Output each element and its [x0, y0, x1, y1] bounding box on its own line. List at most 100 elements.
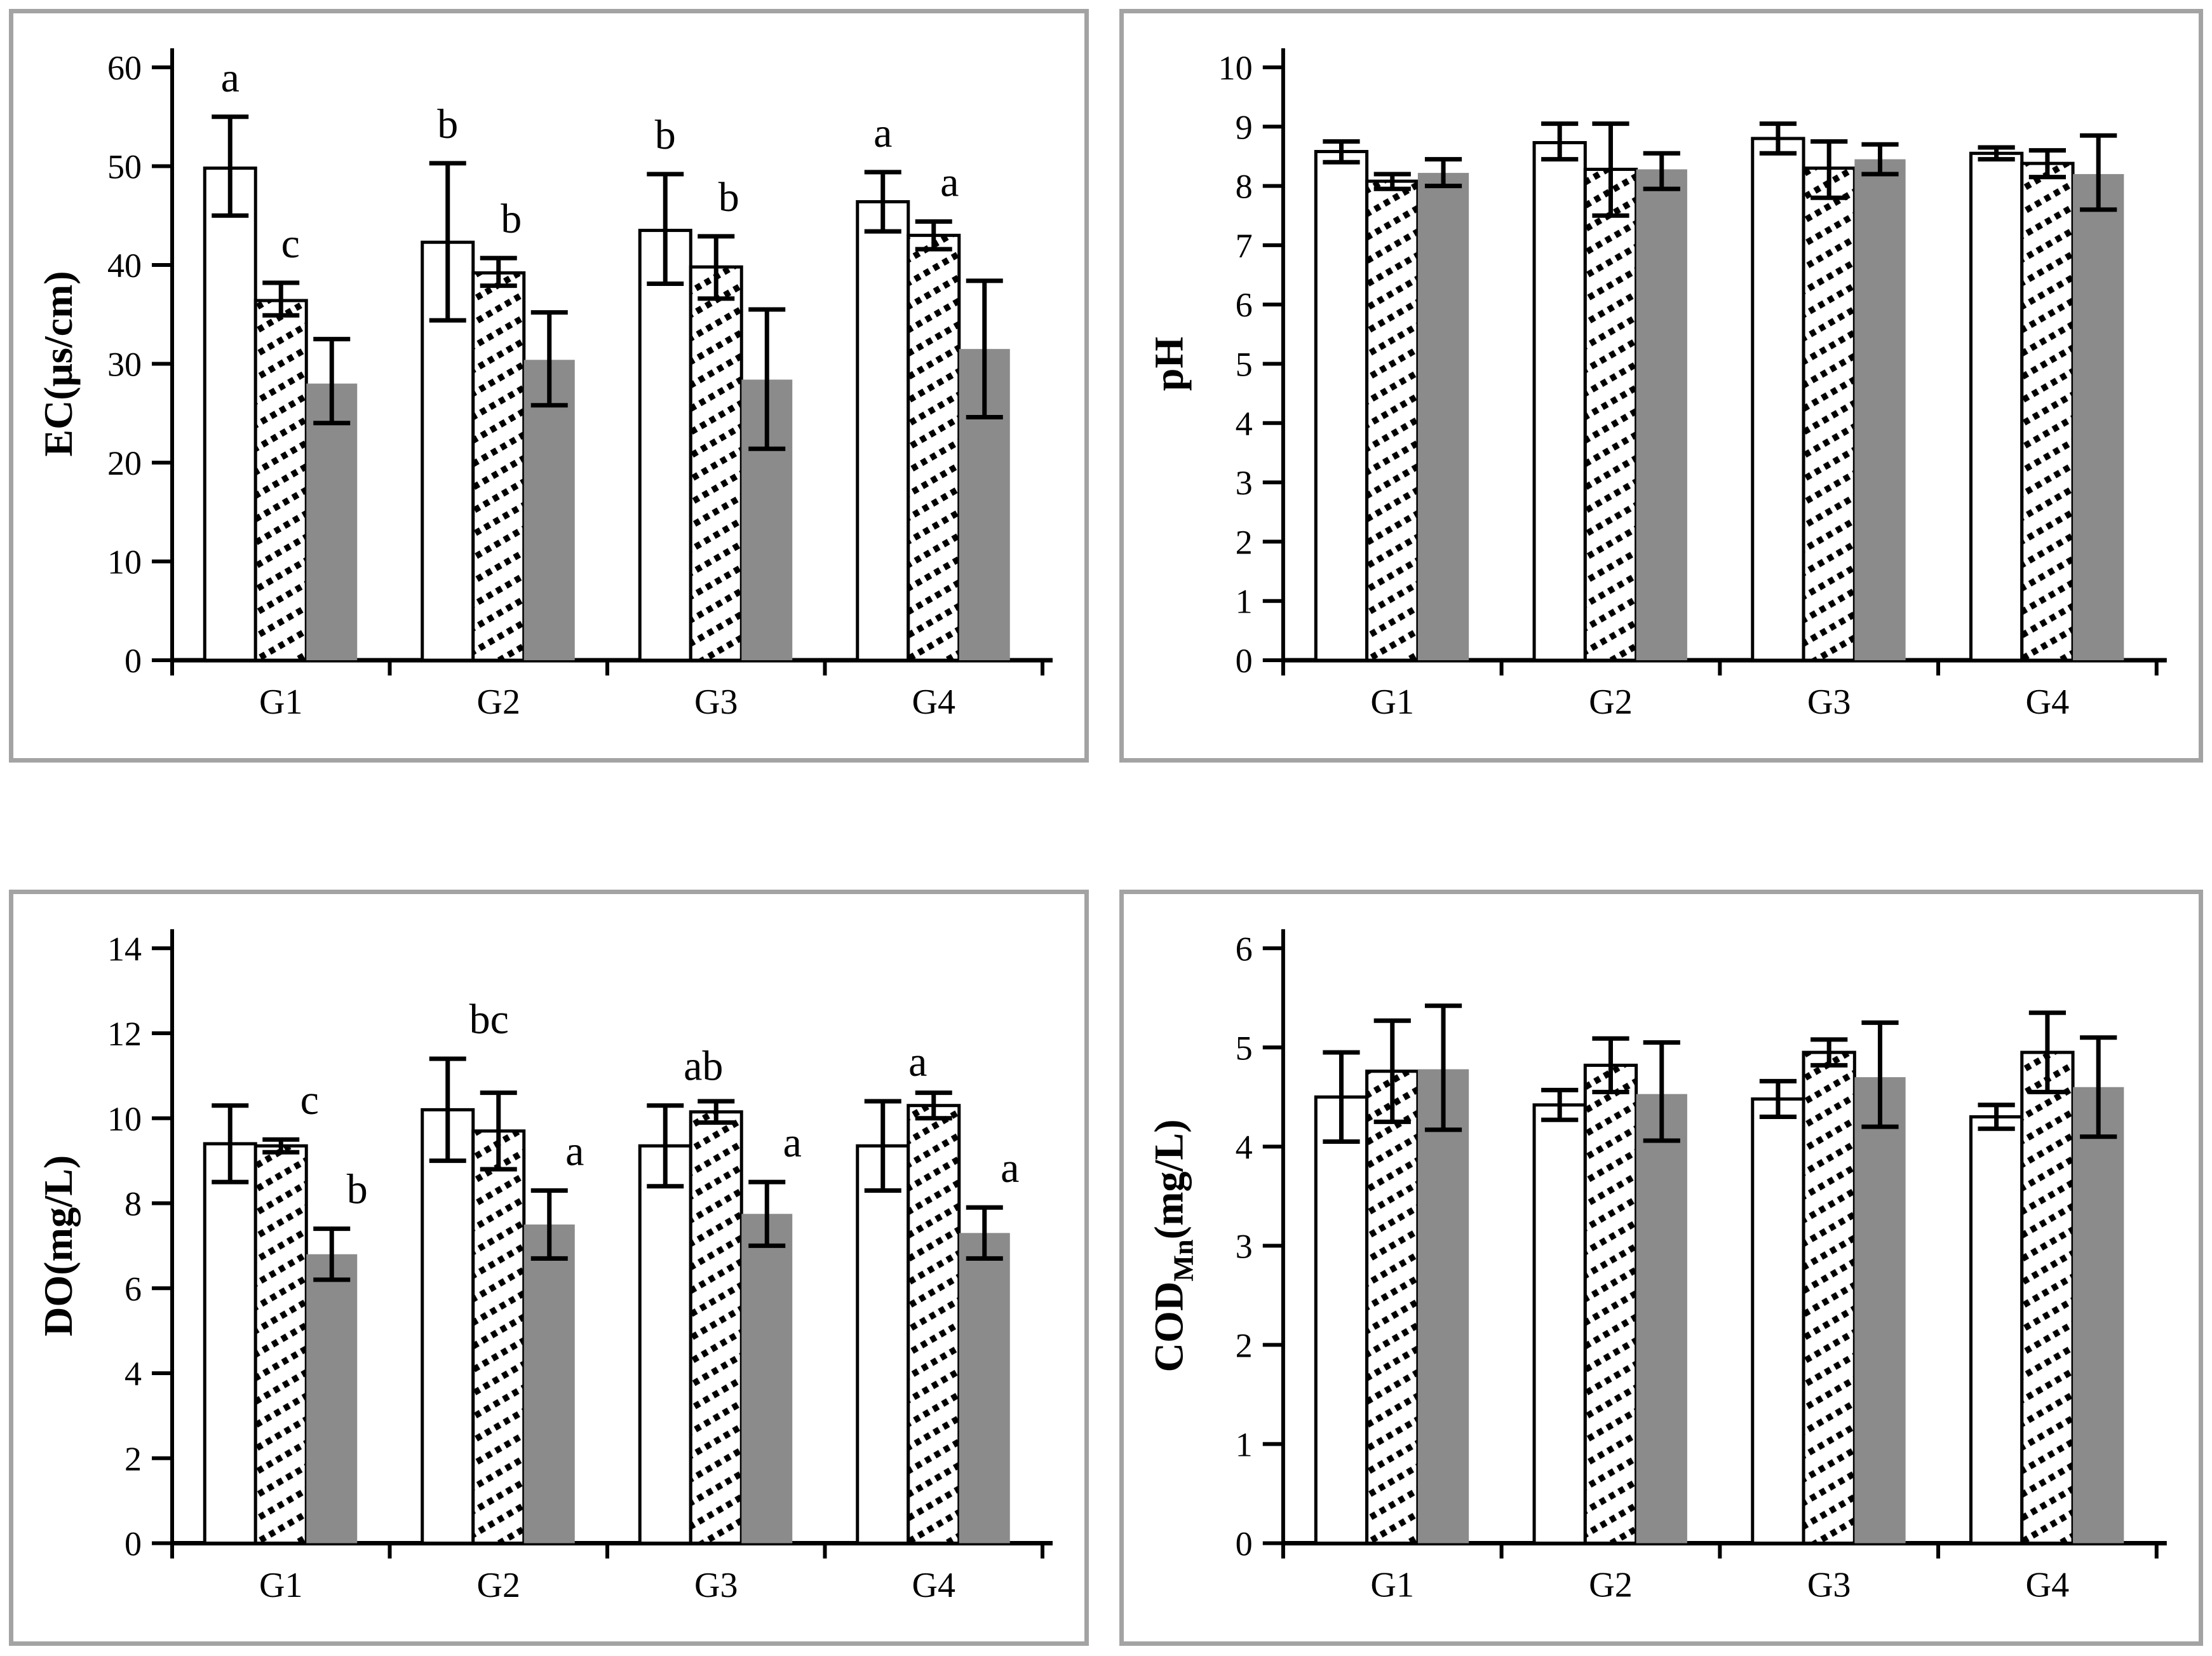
x-category-label: G2 [1589, 1566, 1633, 1605]
bar-hatched-G1 [253, 299, 308, 662]
x-category-label: G4 [2026, 682, 2070, 722]
sig-letter: a [908, 1039, 927, 1085]
y-tick-label: 4 [1236, 405, 1253, 443]
bar-white-G2 [1532, 1103, 1587, 1545]
bar-hatched-G3 [689, 265, 743, 662]
x-category-label: G1 [1370, 682, 1414, 722]
y-tick-label: 10 [107, 543, 142, 581]
bar-hatched-G1 [1365, 179, 1420, 662]
sig-letter: b [347, 1166, 368, 1212]
y-tick-label: 0 [125, 642, 142, 680]
y-tick-label: 5 [1236, 346, 1253, 384]
y-tick-label: 10 [1218, 49, 1253, 87]
y-tick-label: 40 [107, 247, 142, 285]
x-category-label: G4 [912, 682, 955, 722]
bar-hatched-G4 [907, 233, 961, 662]
sig-letter: c [281, 221, 300, 267]
x-category-label: G4 [912, 1566, 955, 1605]
bar-white-G4 [856, 1144, 910, 1545]
sig-letter: a [940, 159, 959, 206]
y-tick-label: 2 [125, 1440, 142, 1478]
y-tick-label: 6 [125, 1270, 142, 1308]
x-category-label: G2 [1589, 682, 1633, 722]
bar-gray-G2 [523, 1224, 575, 1544]
x-category-label: G2 [477, 1566, 520, 1605]
sig-letter: b [655, 112, 676, 158]
x-category-label: G1 [1370, 1566, 1414, 1605]
y-tick-label: 20 [107, 444, 142, 482]
sig-letter: b [501, 196, 522, 242]
sig-letter: a [1001, 1145, 1019, 1191]
y-tick-label: 6 [1236, 930, 1253, 968]
sig-letter: ab [684, 1043, 723, 1089]
bar-white-G1 [1314, 149, 1369, 662]
bar-white-G4 [856, 200, 910, 662]
bar-hatched-G2 [1583, 1063, 1638, 1545]
y-tick-label: 4 [125, 1355, 142, 1393]
y-tick-label: 9 [1236, 108, 1253, 146]
y-axis-title: CODMn(mg/L) [1146, 1119, 1199, 1372]
y-tick-label: 5 [1236, 1029, 1253, 1067]
y-tick-label: 10 [107, 1100, 142, 1138]
y-tick-label: 3 [1236, 464, 1253, 502]
bar-gray-G3 [741, 1214, 793, 1544]
sig-letter: bc [469, 996, 509, 1043]
bar-white-G4 [1969, 151, 2024, 662]
sig-letter: a [783, 1120, 802, 1166]
sig-letter: b [718, 174, 739, 221]
y-tick-label: 2 [1236, 523, 1253, 561]
y-axis-title: EC(μs/cm) [36, 271, 81, 456]
bar-hatched-G1 [1365, 1069, 1420, 1545]
bar-gray-G2 [523, 360, 575, 660]
bar-gray-G1 [306, 1254, 358, 1544]
x-category-label: G3 [1807, 1566, 1851, 1605]
bar-hatched-G4 [2020, 1050, 2075, 1545]
bar-hatched-G4 [2020, 161, 2075, 662]
bar-gray-G1 [306, 383, 358, 660]
sig-letter: c [300, 1077, 319, 1123]
bar-gray-G4 [2073, 173, 2124, 660]
y-tick-label: 3 [1236, 1227, 1253, 1265]
bar-white-G1 [1314, 1095, 1369, 1545]
sig-letter: a [565, 1128, 584, 1174]
y-tick-label: 1 [1236, 1426, 1253, 1464]
y-tick-label: 6 [1236, 286, 1253, 324]
x-category-label: G1 [259, 1566, 302, 1605]
chart-panel-cod: 0 1 2 3 4 5 6 G1 G2 G3 G4 CODMn(mg/L) [1119, 890, 2203, 1646]
sig-letter: b [437, 101, 458, 147]
bar-hatched-G2 [1583, 167, 1638, 662]
bar-gray-G1 [1417, 1069, 1469, 1544]
do-chart-svg: 0 2 4 6 8 10 12 14 G1 G2 G3 G4 cb bc a ab a a a DO(mg/L) [36, 929, 1053, 1605]
y-tick-label: 1 [1236, 583, 1253, 621]
bar-gray-G2 [1636, 169, 1687, 660]
y-tick-label: 0 [1236, 642, 1253, 680]
bar-white-G2 [421, 1108, 475, 1545]
bar-hatched-G2 [471, 271, 526, 662]
x-category-label: G1 [259, 682, 302, 722]
y-tick-label: 2 [1236, 1326, 1253, 1364]
y-tick-label: 30 [107, 346, 142, 384]
bar-white-G3 [1751, 1097, 1805, 1545]
x-category-label: G3 [694, 1566, 738, 1605]
bar-gray-G2 [1636, 1094, 1687, 1544]
x-category-label: G4 [2026, 1566, 2070, 1605]
bar-gray-G4 [959, 1233, 1010, 1544]
bar-hatched-G3 [689, 1110, 743, 1545]
bar-white-G3 [1751, 137, 1805, 662]
y-tick-label: 12 [107, 1015, 142, 1053]
y-tick-label: 0 [1236, 1525, 1253, 1563]
bar-hatched-G1 [253, 1144, 308, 1545]
bar-hatched-G4 [907, 1104, 961, 1545]
bar-gray-G3 [1854, 159, 1906, 661]
sig-letter: a [221, 55, 239, 101]
x-category-label: G2 [477, 682, 520, 722]
bar-white-G3 [638, 1144, 692, 1545]
ph-chart-svg: 0 1 2 3 4 5 6 7 8 9 10 G1 G2 G3 G4 pH [1146, 48, 2167, 722]
cod-chart-svg: 0 1 2 3 4 5 6 G1 G2 G3 G4 CODMn(mg/L) [1146, 929, 2167, 1605]
chart-panel-ph: 0 1 2 3 4 5 6 7 8 9 10 G1 G2 G3 G4 pH [1119, 9, 2203, 763]
bar-hatched-G2 [471, 1129, 526, 1545]
x-category-label: G3 [1807, 682, 1851, 722]
bar-white-G1 [203, 1142, 257, 1545]
bar-white-G3 [638, 229, 692, 662]
